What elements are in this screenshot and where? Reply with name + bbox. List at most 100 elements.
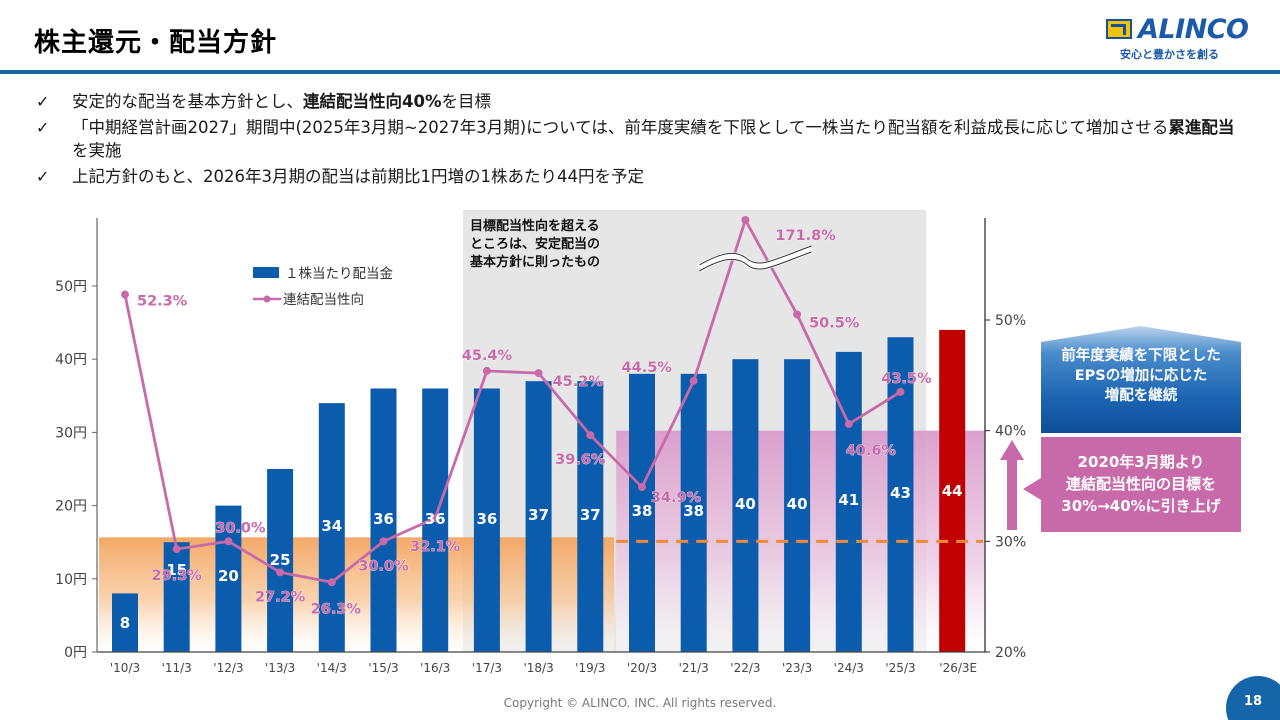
bullet-text: 上記方針のもと、2026年3月期の配当は前期比1円増の1株あたり44円を予定 [72, 167, 644, 186]
bullet-text: を目標 [441, 92, 492, 111]
dividend-bar [473, 388, 500, 652]
bullet-emphasis: 連結配当性向40% [303, 92, 442, 111]
bar-value-label: 43 [890, 484, 911, 502]
dividend-bar [318, 403, 345, 652]
dividend-bar [732, 359, 759, 652]
x-tick-label: '24/3 [834, 661, 864, 675]
logo-tagline: 安心と豊かさを創る [1120, 48, 1219, 61]
bar-value-label: 20 [218, 567, 239, 585]
payout-ratio-point [276, 568, 285, 577]
right-tick-label: 40% [995, 424, 1026, 440]
payout-ratio-label: 30.0% [215, 520, 266, 536]
payout-ratio-point [741, 216, 750, 224]
payout-ratio-label: 45.4% [462, 348, 513, 364]
x-tick-label: '26/3E [939, 661, 977, 675]
page-title: 株主還元・配当方針 [34, 28, 278, 58]
left-tick-label: 0円 [64, 645, 87, 661]
payout-ratio-point [431, 514, 440, 523]
dividend-bar [629, 373, 655, 652]
bar-value-label: 36 [476, 510, 497, 528]
payout-ratio-point [379, 537, 388, 546]
x-tick-label: '19/3 [575, 661, 605, 675]
payout-ratio-point [172, 545, 181, 554]
check-icon: ✓ [36, 92, 50, 111]
left-tick-label: 50円 [55, 279, 87, 295]
policy-bullet: ✓ 安定的な配当を基本方針とし、連結配当性向40%を目標 [36, 90, 1236, 113]
left-tick-label: 10円 [55, 572, 87, 588]
gray-zone-note: 目標配当性向を超える [470, 218, 600, 234]
x-tick-label: '20/3 [627, 661, 657, 675]
dividend-bar [680, 373, 707, 652]
left-tick-label: 30円 [55, 425, 87, 441]
callout-line: 2020年3月期より [1077, 453, 1205, 471]
up-arrow-icon [1000, 440, 1024, 530]
bar-value-label: 37 [580, 506, 601, 524]
logo-mark-icon [1106, 19, 1132, 39]
logo-wordmark: ALINCO [1138, 14, 1249, 45]
callout-progressive-dividend: 前年度実績を下限とした EPSの増加に応じた 増配を継続 [1041, 326, 1241, 433]
left-tick-label: 40円 [55, 352, 87, 368]
payout-ratio-label: 50.5% [809, 315, 860, 331]
right-tick-label: 30% [995, 534, 1026, 550]
check-icon: ✓ [36, 118, 50, 137]
bar-value-label: 15 [166, 561, 187, 579]
axis-break-fill [697, 245, 813, 272]
payout-ratio-label: 32.1% [410, 539, 461, 555]
bullet-text: を実施 [72, 141, 122, 160]
payout-ratio-label: 29.3% [152, 568, 203, 584]
left-tick-label: 20円 [55, 499, 87, 515]
x-tick-label: '22/3 [730, 661, 760, 675]
payout-ratio-point [896, 387, 905, 396]
payout-ratio-point [689, 376, 698, 385]
callout-line: 30%→40%に引き上げ [1061, 497, 1221, 515]
x-tick-label: '21/3 [679, 661, 709, 675]
callout-line: EPSの増加に応じた [1074, 368, 1208, 384]
bar-value-label: 38 [683, 502, 704, 520]
bar-value-label: 8 [120, 614, 130, 632]
bar-value-label: 40 [735, 495, 756, 513]
callout-line: 前年度実績を下限とした [1061, 348, 1221, 364]
payout-ratio-label: 27.2% [255, 589, 306, 605]
dividend-bar [163, 542, 190, 652]
x-tick-label: '16/3 [420, 661, 450, 675]
x-tick-label: '18/3 [523, 661, 553, 675]
x-tick-label: '23/3 [782, 661, 812, 675]
x-tick-label: '15/3 [368, 661, 398, 675]
axis-break-line [699, 245, 812, 266]
callout-pointer [1023, 478, 1041, 500]
bar-value-label: 38 [632, 502, 653, 520]
callout-line: 増配を継続 [1104, 388, 1178, 404]
dividend-bar [370, 388, 397, 652]
legend-label-payout: 連結配当性向 [283, 292, 364, 308]
bar-value-label: 25 [270, 551, 291, 569]
x-tick-label: '12/3 [213, 661, 243, 675]
dividend-bar [939, 329, 966, 652]
x-tick-label: '13/3 [265, 661, 295, 675]
title-underline [0, 70, 1280, 74]
x-tick-label: '11/3 [162, 661, 192, 675]
bullet-text: 「中期経営計画2027」期間中(2025年3月期~2027年3月期)については、… [72, 118, 1169, 137]
payout-ratio-point [121, 290, 129, 299]
bar-value-label: 44 [942, 482, 963, 500]
policy-bullet: ✓ 上記方針のもと、2026年3月期の配当は前期比1円増の1株あたり44円を予定 [36, 165, 1236, 188]
x-tick-label: '17/3 [472, 661, 502, 675]
payout-ratio-label: 43.5% [881, 371, 932, 387]
x-tick-label: '25/3 [885, 661, 915, 675]
bar-value-label: 36 [373, 510, 394, 528]
copyright: Copyright © ALINCO. INC. All rights rese… [503, 696, 777, 710]
gray-zone-note: 基本方針に則ったもの [469, 254, 600, 270]
policy-bullet: ✓ 「中期経営計画2027」期間中(2025年3月期~2027年3月期)については… [36, 116, 1236, 162]
company-logo: ALINCO 安心と豊かさを創る [1106, 14, 1256, 64]
bar-value-label: 36 [425, 510, 446, 528]
dividend-bar [525, 381, 552, 652]
payout-ratio-label: 30.0% [358, 558, 409, 574]
bar-value-label: 41 [838, 491, 859, 509]
payout-ratio-label: 26.3% [311, 601, 362, 617]
payout-ratio-label: 34.9% [651, 490, 702, 506]
right-tick-label: 50% [995, 313, 1026, 329]
bar-value-label: 40 [787, 495, 808, 513]
payout-ratio-label: 45.2% [553, 374, 604, 390]
payout-ratio-label: 52.3% [137, 294, 188, 310]
page-number-badge: 18 [1226, 676, 1280, 720]
bullet-emphasis: 累進配当 [1168, 118, 1235, 137]
